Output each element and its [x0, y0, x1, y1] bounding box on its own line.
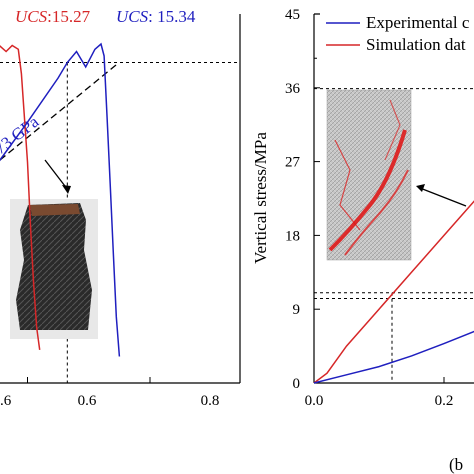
y-tick-label: 45	[285, 7, 300, 23]
right-chart-panel: Vertical stress/MPa 0 9 18 27 36 45 0.0 0.2 Ex…	[251, 7, 474, 474]
ucs-label-blue: UCS: 15.34	[116, 7, 196, 26]
arrowhead-icon	[62, 185, 71, 194]
y-tick-label: 36	[285, 81, 301, 97]
x-tick-label: 0.8	[201, 393, 220, 409]
x-tick-label-cropped: .6	[0, 393, 12, 409]
legend-label-experimental: Experimental c	[366, 13, 470, 32]
y-axis-title: Vertical stress/MPa	[251, 132, 270, 264]
series-line-blue	[0, 42, 121, 357]
series-line-red	[0, 44, 41, 351]
y-tick-label: 18	[285, 228, 300, 244]
series-line-blue	[313, 330, 474, 384]
legend: Experimental c Simulation dat	[320, 7, 474, 59]
ucs-label-red: UCS:15.27	[15, 7, 91, 26]
panel-tag: (b	[449, 455, 463, 474]
y-tick-label: 27	[285, 155, 301, 171]
modulus-fit-line	[0, 64, 117, 161]
specimen-photo	[10, 199, 98, 339]
arrowhead-icon	[416, 184, 425, 192]
y-tick-label: 0	[293, 376, 301, 392]
series-line-red	[313, 200, 474, 384]
y-tick-label: 9	[293, 302, 301, 318]
x-tick-label: 0.6	[78, 393, 97, 409]
x-tick-label: 0.0	[305, 393, 324, 409]
legend-label-simulation: Simulation dat	[366, 35, 466, 54]
snapshot-pointer-arrow	[419, 187, 467, 207]
simulation-snapshot	[326, 89, 412, 261]
specimen-pointer-arrow	[44, 159, 69, 191]
x-tick-label: 0.2	[435, 393, 454, 409]
left-chart-panel: 0.6 0.8 .6 73 GPa UCS:15.27 UCS: 15.34	[0, 7, 241, 409]
